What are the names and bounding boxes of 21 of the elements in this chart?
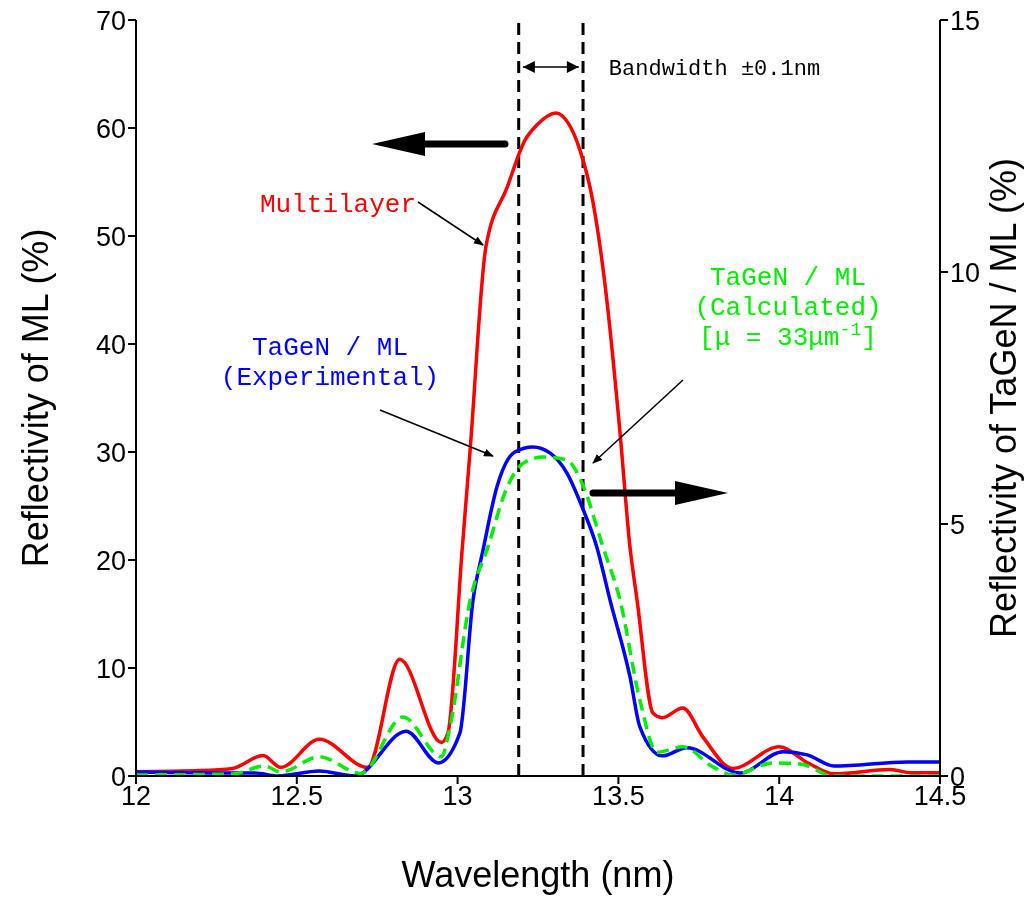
y-tick-label: 60 <box>95 113 126 144</box>
x-tick-label: 12.5 <box>270 781 324 812</box>
text: Multilayer <box>259 190 417 220</box>
y-tick-label: 10 <box>95 653 126 684</box>
text: TaGeN / ML (Calculated) [μ = 33μm$^{-1}$] <box>694 263 882 353</box>
y-tick-label: 30 <box>95 437 126 468</box>
y-tick-label: 50 <box>95 221 126 252</box>
x-axis-title: Wavelength (nm) <box>401 854 675 895</box>
y2-tick-label: 10 <box>950 257 981 288</box>
y-tick-label: 70 <box>95 5 126 36</box>
annotation: Bandwidth ±0.1nm <box>608 57 821 82</box>
text: TaGeN / ML (Experimental) <box>220 333 440 393</box>
x-tick-label: 13.5 <box>592 781 645 812</box>
y-tick-label: 20 <box>95 545 126 576</box>
y2-axis-title: Reflectivity of TaGeN / ML (%) <box>983 157 1024 639</box>
y-tick-label: 40 <box>95 329 126 360</box>
y-axis-title: Reflectivity of ML (%) <box>15 228 56 568</box>
x-tick-label: 14 <box>764 781 795 812</box>
y2-tick-label: 5 <box>950 509 966 540</box>
x-tick-label: 13 <box>442 781 473 812</box>
y2-tick-label: 15 <box>950 5 981 36</box>
